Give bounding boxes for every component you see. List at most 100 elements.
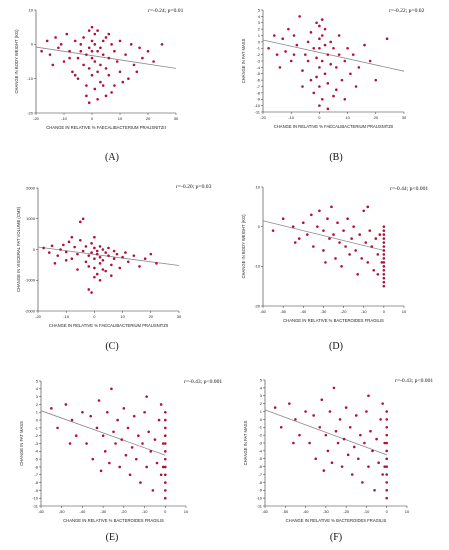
y-tick-label: -3 [256, 58, 260, 63]
data-point [101, 39, 105, 43]
data-point [320, 59, 324, 63]
data-point [295, 43, 299, 47]
data-point [297, 237, 301, 240]
x-tick-label: -50 [280, 309, 287, 314]
x-tick-label: -50 [59, 509, 66, 514]
y-tick-label: -5 [256, 71, 260, 76]
x-tick-label: 10 [118, 116, 123, 121]
x-tick-label: -10 [361, 309, 368, 314]
trend-line [264, 409, 387, 456]
data-point [70, 235, 74, 239]
y-tick-label: 4 [258, 14, 261, 19]
data-point [54, 36, 57, 39]
data-point [84, 260, 88, 264]
data-point [381, 402, 384, 405]
data-point [132, 254, 136, 257]
y-axis-label: CHANGE IN VISCERAL FAT VOLUME (CM3) [16, 206, 21, 292]
data-point [385, 496, 389, 500]
data-point [76, 268, 79, 271]
data-point [328, 237, 331, 240]
data-point [81, 217, 85, 221]
data-point [132, 414, 136, 418]
y-tick-label: 0 [260, 417, 263, 422]
data-point [90, 242, 93, 245]
data-point [320, 34, 324, 37]
data-point [95, 272, 99, 276]
data-point [56, 426, 59, 430]
x-tick-label: -20 [343, 509, 350, 514]
stat-annotation: r=-0.43; p<0.001 [395, 378, 433, 384]
data-point [267, 46, 270, 50]
y-tick-label: -7 [256, 84, 260, 89]
y-tick-label: -10 [254, 103, 261, 108]
data-point [91, 457, 95, 461]
data-point [343, 97, 347, 101]
y-tick-label: -2 [258, 433, 262, 438]
data-point [163, 450, 167, 453]
data-point [161, 465, 165, 469]
data-point [312, 245, 315, 248]
data-point [87, 46, 91, 50]
data-point [163, 410, 167, 414]
data-point [96, 70, 99, 74]
y-tick-label: -2000 [25, 308, 36, 313]
data-point [70, 257, 74, 261]
y-tick-label: 1 [258, 33, 261, 38]
data-point [108, 461, 111, 465]
data-point [365, 410, 368, 413]
x-tick-label: -10 [288, 115, 295, 120]
trend-line [262, 39, 405, 72]
data-point [385, 433, 389, 437]
data-point [155, 461, 159, 465]
x-tick-label: -30 [100, 509, 107, 514]
data-point [143, 410, 146, 414]
data-point [110, 274, 113, 277]
y-tick-label: -3 [34, 441, 38, 446]
data-point [306, 40, 310, 44]
data-point [53, 262, 57, 265]
y-tick-label: -10 [254, 264, 261, 269]
data-point [146, 49, 150, 53]
data-point [376, 272, 380, 276]
data-point [375, 437, 378, 441]
data-point [145, 395, 148, 398]
y-tick-label: 4 [260, 385, 263, 390]
data-point [385, 410, 389, 413]
y-tick-label: -6 [34, 464, 38, 469]
data-point [85, 442, 88, 445]
data-point [334, 257, 337, 260]
data-point [107, 32, 111, 36]
data-point [64, 258, 68, 262]
y-tick-label: -1 [34, 425, 38, 430]
data-point [320, 18, 324, 21]
y-tick-label: 1 [36, 410, 39, 415]
data-point [378, 233, 382, 236]
data-point [112, 257, 116, 261]
data-point [304, 410, 307, 413]
data-point [163, 442, 167, 445]
stat-annotation: r=-0.44; p<0.001 [390, 186, 428, 192]
data-point [344, 245, 347, 248]
data-point [330, 461, 334, 464]
data-point [336, 221, 339, 224]
data-point [135, 70, 139, 74]
y-tick-label: 0 [36, 417, 39, 422]
data-point [332, 94, 335, 98]
data-point [298, 433, 301, 437]
data-point [99, 80, 102, 84]
data-point [85, 84, 88, 87]
data-point [115, 60, 119, 63]
data-point [45, 39, 49, 43]
data-point [334, 429, 338, 433]
data-point [85, 94, 88, 98]
x-tick-label: -20 [35, 314, 42, 319]
data-point [138, 46, 141, 50]
data-point [318, 425, 322, 429]
data-point [294, 418, 297, 421]
data-point [104, 251, 107, 254]
data-point [59, 248, 62, 251]
data-point [87, 265, 91, 268]
data-point [138, 265, 141, 268]
y-axis-label: CHANGE IN FAT MASS [19, 421, 24, 466]
data-point [324, 261, 327, 264]
